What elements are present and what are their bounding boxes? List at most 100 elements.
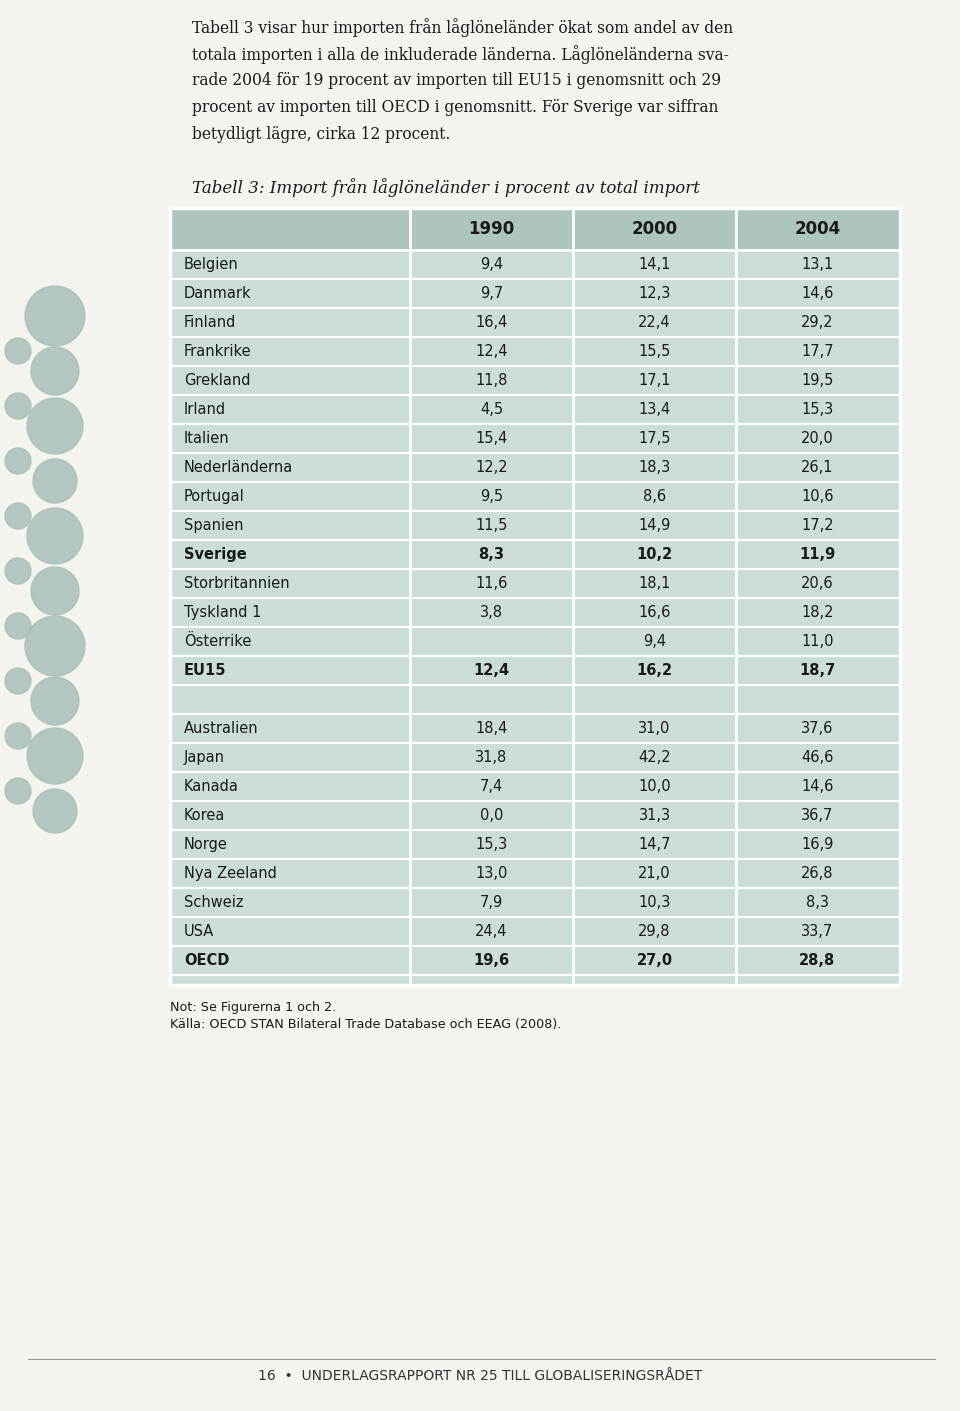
Text: OECD: OECD bbox=[184, 952, 229, 968]
Text: Sverige: Sverige bbox=[184, 547, 247, 562]
Text: 8,6: 8,6 bbox=[643, 490, 666, 504]
Text: 31,3: 31,3 bbox=[638, 809, 671, 823]
Text: Österrike: Österrike bbox=[184, 634, 252, 649]
Text: Tabell 3: Import från låglöneländer i procent av total import: Tabell 3: Import från låglöneländer i pr… bbox=[192, 178, 700, 198]
Text: 24,4: 24,4 bbox=[475, 924, 508, 938]
Text: 20,6: 20,6 bbox=[802, 576, 834, 591]
Text: 11,9: 11,9 bbox=[800, 547, 835, 562]
Text: 31,0: 31,0 bbox=[638, 721, 671, 737]
Text: 13,0: 13,0 bbox=[475, 866, 508, 880]
Text: USA: USA bbox=[184, 924, 214, 938]
Text: 16,2: 16,2 bbox=[636, 663, 673, 679]
Circle shape bbox=[31, 347, 79, 395]
Text: 10,6: 10,6 bbox=[802, 490, 833, 504]
Text: 17,2: 17,2 bbox=[802, 518, 834, 533]
Text: Finland: Finland bbox=[184, 315, 236, 330]
Circle shape bbox=[27, 728, 83, 785]
Text: 15,5: 15,5 bbox=[638, 344, 671, 358]
Text: Frankrike: Frankrike bbox=[184, 344, 252, 358]
Text: 19,5: 19,5 bbox=[802, 373, 833, 388]
Text: 11,5: 11,5 bbox=[475, 518, 508, 533]
Text: 14,6: 14,6 bbox=[802, 286, 833, 301]
Text: 26,1: 26,1 bbox=[802, 460, 833, 476]
Text: Tyskland 1: Tyskland 1 bbox=[184, 605, 261, 619]
Text: EU15: EU15 bbox=[184, 663, 227, 679]
Text: 17,1: 17,1 bbox=[638, 373, 671, 388]
Text: 22,4: 22,4 bbox=[638, 315, 671, 330]
Text: 11,0: 11,0 bbox=[802, 634, 833, 649]
Text: 29,8: 29,8 bbox=[638, 924, 671, 938]
Text: 9,5: 9,5 bbox=[480, 490, 503, 504]
Text: Spanien: Spanien bbox=[184, 518, 244, 533]
Text: Australien: Australien bbox=[184, 721, 258, 737]
Text: 2004: 2004 bbox=[794, 220, 841, 238]
Text: 2000: 2000 bbox=[632, 220, 678, 238]
Text: 15,3: 15,3 bbox=[475, 837, 508, 852]
Text: 8,3: 8,3 bbox=[478, 547, 505, 562]
Circle shape bbox=[5, 777, 31, 804]
Text: 7,4: 7,4 bbox=[480, 779, 503, 794]
Text: 15,4: 15,4 bbox=[475, 430, 508, 446]
Text: 14,6: 14,6 bbox=[802, 779, 833, 794]
Text: 28,8: 28,8 bbox=[800, 952, 835, 968]
Text: 14,9: 14,9 bbox=[638, 518, 671, 533]
Text: 11,8: 11,8 bbox=[475, 373, 508, 388]
Text: 17,7: 17,7 bbox=[802, 344, 834, 358]
Circle shape bbox=[33, 459, 77, 502]
Text: Nya Zeeland: Nya Zeeland bbox=[184, 866, 276, 880]
Text: 33,7: 33,7 bbox=[802, 924, 833, 938]
Text: 14,7: 14,7 bbox=[638, 837, 671, 852]
Text: Källa: OECD STAN Bilateral Trade Database och EEAG (2008).: Källa: OECD STAN Bilateral Trade Databas… bbox=[170, 1017, 562, 1031]
Text: Kanada: Kanada bbox=[184, 779, 239, 794]
Circle shape bbox=[5, 722, 31, 749]
Text: Storbritannien: Storbritannien bbox=[184, 576, 290, 591]
Circle shape bbox=[5, 339, 31, 364]
Text: 12,4: 12,4 bbox=[475, 344, 508, 358]
Text: 11,6: 11,6 bbox=[475, 576, 508, 591]
Text: 9,4: 9,4 bbox=[480, 257, 503, 272]
Text: Portugal: Portugal bbox=[184, 490, 245, 504]
Text: 16  •  UNDERLAGSRAPPORT NR 25 TILL GLOBALISERINGSRÅDET: 16 • UNDERLAGSRAPPORT NR 25 TILL GLOBALI… bbox=[258, 1369, 702, 1383]
Bar bbox=[170, 207, 900, 985]
Text: 10,0: 10,0 bbox=[638, 779, 671, 794]
Text: 9,7: 9,7 bbox=[480, 286, 503, 301]
Circle shape bbox=[33, 789, 77, 832]
Text: 13,4: 13,4 bbox=[638, 402, 671, 418]
Circle shape bbox=[5, 667, 31, 694]
Text: Not: Se Figurerna 1 och 2.: Not: Se Figurerna 1 och 2. bbox=[170, 1000, 336, 1015]
Text: 21,0: 21,0 bbox=[638, 866, 671, 880]
Circle shape bbox=[5, 394, 31, 419]
Text: 3,8: 3,8 bbox=[480, 605, 503, 619]
Text: 7,9: 7,9 bbox=[480, 895, 503, 910]
Text: 31,8: 31,8 bbox=[475, 751, 508, 765]
Text: 4,5: 4,5 bbox=[480, 402, 503, 418]
Text: 36,7: 36,7 bbox=[802, 809, 833, 823]
Text: 15,3: 15,3 bbox=[802, 402, 833, 418]
Text: 18,2: 18,2 bbox=[802, 605, 833, 619]
Circle shape bbox=[27, 398, 83, 454]
Circle shape bbox=[27, 508, 83, 564]
Text: 18,7: 18,7 bbox=[800, 663, 835, 679]
Text: 26,8: 26,8 bbox=[802, 866, 833, 880]
Text: 19,6: 19,6 bbox=[473, 952, 510, 968]
Text: Norge: Norge bbox=[184, 837, 228, 852]
Circle shape bbox=[25, 617, 85, 676]
Circle shape bbox=[5, 557, 31, 584]
Text: 20,0: 20,0 bbox=[802, 430, 834, 446]
Text: 9,4: 9,4 bbox=[643, 634, 666, 649]
Circle shape bbox=[31, 677, 79, 725]
Text: 18,3: 18,3 bbox=[638, 460, 671, 476]
Text: Nederländerna: Nederländerna bbox=[184, 460, 293, 476]
Circle shape bbox=[31, 567, 79, 615]
Text: 46,6: 46,6 bbox=[802, 751, 833, 765]
Text: 10,3: 10,3 bbox=[638, 895, 671, 910]
Text: 13,1: 13,1 bbox=[802, 257, 833, 272]
Circle shape bbox=[5, 449, 31, 474]
Text: 8,3: 8,3 bbox=[806, 895, 829, 910]
Text: Tabell 3 visar hur importen från låglöneländer ökat som andel av den: Tabell 3 visar hur importen från låglöne… bbox=[192, 18, 733, 37]
Text: totala importen i alla de inkluderade länderna. Låglöneländerna sva-: totala importen i alla de inkluderade lä… bbox=[192, 45, 729, 63]
Bar bbox=[170, 207, 900, 250]
Text: Belgien: Belgien bbox=[184, 257, 239, 272]
Circle shape bbox=[5, 502, 31, 529]
Text: 16,9: 16,9 bbox=[802, 837, 833, 852]
